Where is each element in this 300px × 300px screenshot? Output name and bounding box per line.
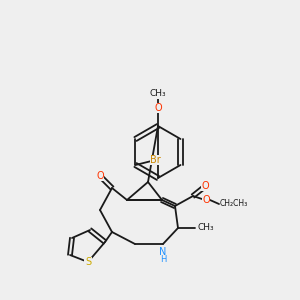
Text: O: O	[202, 195, 210, 205]
Text: Br: Br	[150, 155, 161, 165]
Text: O: O	[154, 103, 162, 113]
Text: CH₂CH₃: CH₂CH₃	[220, 200, 248, 208]
Text: N: N	[159, 247, 167, 257]
Text: CH₃: CH₃	[150, 89, 166, 98]
Text: O: O	[96, 171, 104, 181]
Text: H: H	[160, 254, 166, 263]
Text: S: S	[85, 257, 91, 267]
Text: CH₃: CH₃	[198, 224, 214, 232]
Text: O: O	[201, 181, 209, 191]
